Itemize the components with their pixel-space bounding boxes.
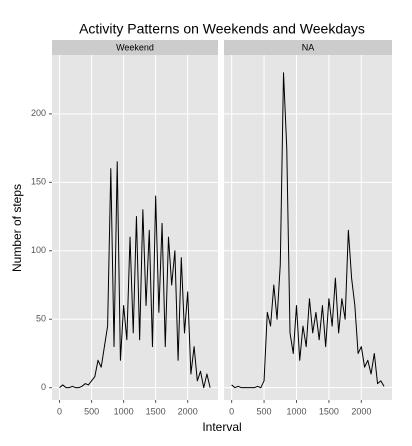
x-tick-label: 1500 [319, 406, 339, 416]
panel-background [52, 55, 218, 400]
strip-label: NA [302, 42, 315, 52]
y-tick-label: 100 [31, 245, 46, 255]
x-axis-label: Interval [202, 420, 241, 434]
strip-label: Weekend [116, 42, 154, 52]
data-line [59, 161, 211, 389]
y-tick-label: 50 [36, 314, 46, 324]
x-tick-label: 500 [84, 406, 99, 416]
y-tick-label: 150 [31, 177, 46, 187]
strip-background [224, 40, 392, 55]
y-tick-label: 200 [31, 108, 46, 118]
x-tick-label: 500 [257, 406, 272, 416]
x-tick-label: 1500 [146, 406, 166, 416]
y-axis-label: Number of steps [10, 184, 24, 272]
x-tick-label: 2000 [178, 406, 198, 416]
x-tick-label: 2000 [351, 406, 371, 416]
x-tick-label: 1000 [114, 406, 134, 416]
x-tick-label: 1000 [286, 406, 306, 416]
y-tick-label: 0 [41, 382, 46, 392]
strip-background [52, 40, 218, 55]
chart-title: Activity Patterns on Weekends and Weekda… [79, 21, 365, 37]
x-tick-label: 0 [57, 406, 62, 416]
data-line [231, 72, 385, 389]
panel-background [224, 55, 392, 400]
x-tick-label: 0 [229, 406, 234, 416]
